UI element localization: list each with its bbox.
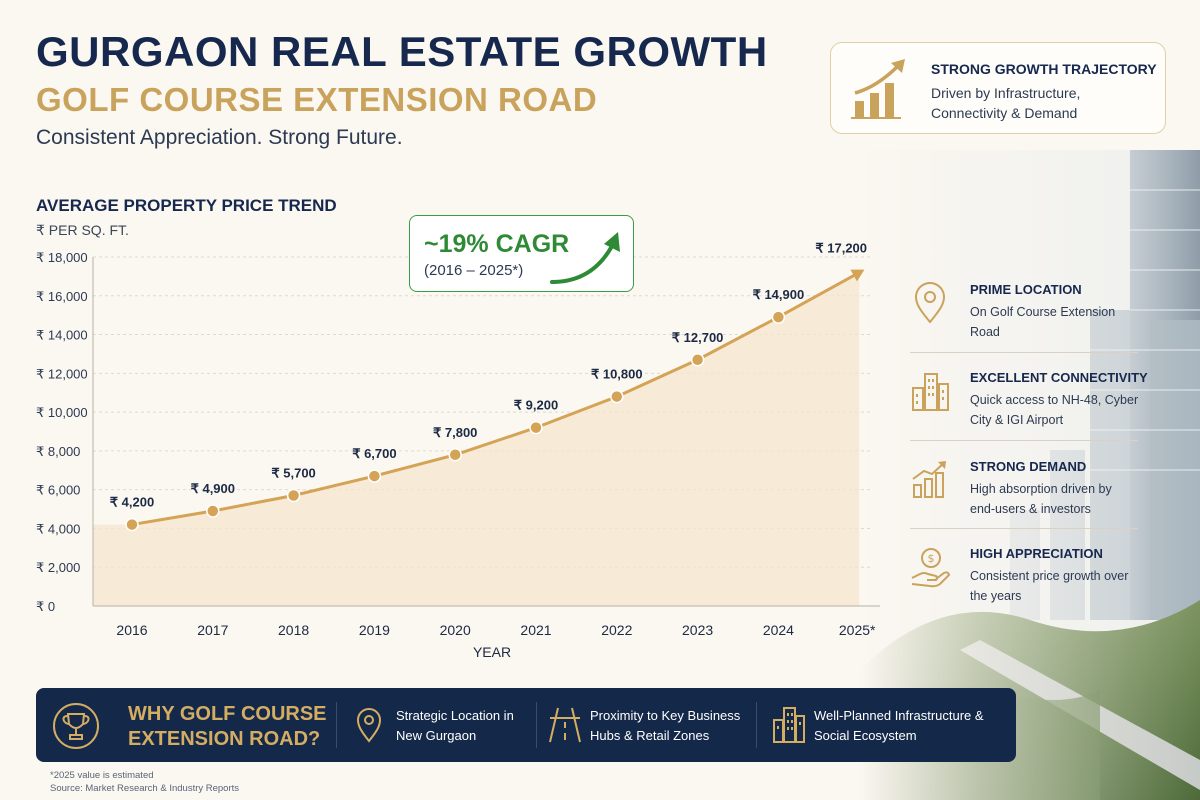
cagr-period: (2016 – 2025*): [424, 262, 524, 279]
hand-coin-icon: $: [911, 548, 951, 588]
data-label: ₹ 4,900: [191, 481, 235, 496]
x-tick-label: 2024: [763, 622, 794, 638]
data-label: ₹ 6,700: [352, 446, 396, 461]
feature-description: Quick access to NH-48, Cyber City & IGI …: [970, 393, 1139, 427]
location-pin-icon: [914, 282, 946, 324]
banner-item-text: Proximity to Key Business Hubs & Retail …: [590, 708, 741, 743]
city-skyline-image: [860, 150, 1200, 800]
y-tick-label: ₹ 10,000: [36, 405, 88, 420]
feature-divider: [910, 352, 1138, 353]
feature-description: High absorption driven by end-users & in…: [970, 482, 1112, 516]
data-label: ₹ 7,800: [433, 425, 477, 440]
y-tick-label: ₹ 4,000: [36, 521, 80, 536]
y-tick-label: ₹ 2,000: [36, 560, 80, 575]
buildings-icon: [773, 707, 805, 743]
data-point: [367, 469, 382, 483]
y-tick-label: ₹ 0: [36, 599, 55, 614]
banner-divider: [756, 702, 757, 748]
chart-area-fill: [93, 272, 860, 606]
trophy-icon: [53, 703, 99, 749]
price-line: [131, 271, 860, 527]
buildings-icon: [912, 373, 949, 411]
data-label: ₹ 9,200: [514, 398, 558, 413]
feature-title: HIGH APPRECIATION: [970, 546, 1103, 561]
banner-divider: [336, 702, 337, 748]
data-label: ₹ 17,200: [815, 241, 867, 256]
data-point: [286, 488, 301, 503]
cagr-callout: ~19% CAGR (2016 – 2025*): [409, 215, 634, 292]
feature-description: On Golf Course Extension Road: [970, 305, 1116, 339]
feature-prime-location: PRIME LOCATION On Golf Course Extension …: [910, 282, 1138, 370]
x-tick-label: 2019: [359, 622, 390, 638]
cagr-value: ~19% CAGR: [424, 230, 570, 258]
x-tick-label: 2018: [278, 622, 309, 638]
data-label: ₹ 12,700: [672, 330, 724, 345]
y-tick-label: ₹ 6,000: [36, 483, 80, 498]
feature-divider: [910, 440, 1138, 441]
price-trend-chart: ₹ 0 ₹ 2,000 ₹ 4,000 ₹ 6,000 ₹ 8,000 ₹ 10,000 ₹…: [36, 241, 880, 660]
y-tick-label: ₹ 18,000: [36, 250, 88, 265]
x-tick-label: 2025*: [839, 622, 876, 638]
data-point: [690, 353, 705, 367]
data-label: ₹ 10,800: [591, 367, 643, 382]
data-point: [125, 517, 139, 532]
banner-divider: [536, 702, 537, 748]
source-note: Source: Market Research & Industry Repor…: [50, 783, 240, 794]
trajectory-description: Driven by Infrastructure, Connectivity &…: [931, 85, 1081, 121]
x-tick-label: 2021: [520, 622, 551, 638]
data-label: ₹ 4,200: [110, 495, 154, 510]
feature-connectivity: EXCELLENT CONNECTIVITY Quick access to N…: [910, 370, 1148, 458]
growth-trajectory-card: STRONG GROWTH TRAJECTORY Driven by Infra…: [830, 42, 1166, 134]
growth-chart-icon: [912, 461, 946, 498]
banner-item-text: Well-Planned Infrastructure & Social Eco…: [814, 708, 984, 743]
y-tick-label: ₹ 8,000: [36, 444, 80, 459]
x-tick-label: 2023: [682, 622, 713, 638]
feature-title: STRONG DEMAND: [970, 459, 1087, 474]
x-tick-label: 2016: [116, 622, 147, 638]
feature-strong-demand: STRONG DEMAND High absorption driven by …: [910, 459, 1138, 547]
page-subtitle: GOLF COURSE EXTENSION ROAD: [36, 81, 598, 118]
feature-title: EXCELLENT CONNECTIVITY: [970, 370, 1148, 385]
data-point: [206, 504, 220, 518]
x-tick-label: 2020: [440, 622, 471, 638]
feature-description: Consistent price growth over the years: [970, 569, 1129, 603]
trend-arrowhead: [850, 269, 865, 282]
x-axis-label: YEAR: [473, 644, 511, 660]
y-tick-label: ₹ 12,000: [36, 366, 88, 381]
y-tick-label: ₹ 16,000: [36, 289, 88, 304]
why-banner: WHY GOLF COURSE EXTENSION ROAD? Strategi…: [36, 688, 1016, 762]
banner-item-text: Strategic Location in New Gurgaon: [396, 708, 514, 743]
road-icon: [549, 707, 581, 743]
page-title: GURGAON REAL ESTATE GROWTH: [36, 28, 768, 75]
growth-bars-arrow-icon: [851, 59, 905, 119]
data-point: [610, 389, 624, 404]
banner-heading: WHY GOLF COURSE EXTENSION ROAD?: [128, 703, 327, 750]
footnote: *2025 value is estimated: [50, 770, 154, 781]
svg-text:$: $: [928, 552, 935, 565]
chart-unit: ₹ PER SQ. FT.: [36, 222, 129, 238]
data-point: [771, 310, 786, 324]
data-label: ₹ 5,700: [271, 465, 315, 480]
x-tick-label: 2022: [601, 622, 632, 638]
x-tick-label: 2017: [197, 622, 228, 638]
feature-title: PRIME LOCATION: [970, 282, 1082, 297]
data-point: [448, 448, 462, 462]
y-tick-label: ₹ 14,000: [36, 328, 88, 343]
feature-divider: [910, 528, 1138, 529]
trajectory-title: STRONG GROWTH TRAJECTORY: [931, 61, 1157, 77]
tagline: Consistent Appreciation. Strong Future.: [36, 126, 403, 149]
location-pin-icon: [356, 708, 382, 743]
data-label: ₹ 14,900: [753, 287, 805, 302]
chart-title: AVERAGE PROPERTY PRICE TREND: [36, 196, 337, 215]
trend-up-arrow-icon: [550, 232, 620, 284]
data-point: [529, 420, 543, 435]
feature-high-appreciation: $ HIGH APPRECIATION Consistent price gro…: [910, 546, 1138, 634]
